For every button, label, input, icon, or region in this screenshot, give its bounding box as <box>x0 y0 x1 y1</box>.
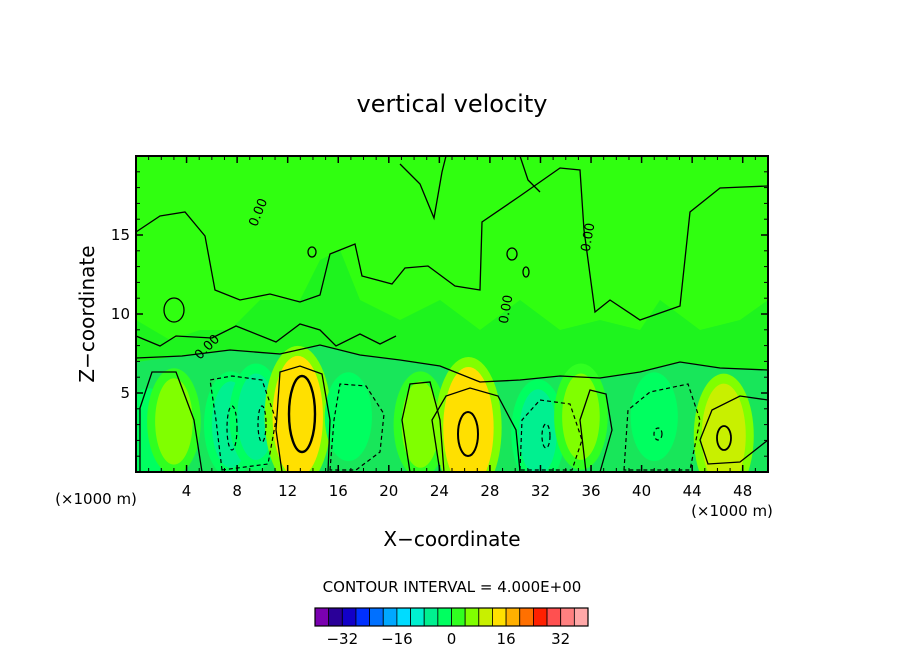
negative-contour <box>653 427 663 441</box>
contour-label: 0.00 <box>579 222 599 253</box>
x-tick-label: 8 <box>232 482 242 500</box>
field-cell <box>443 366 494 472</box>
legend-swatch <box>396 607 411 627</box>
contour-line <box>136 167 768 321</box>
x-tick-label: 28 <box>480 482 499 500</box>
x-tick-label: 16 <box>329 482 348 500</box>
legend-swatch <box>437 607 452 627</box>
x-tick-label: 4 <box>182 482 192 500</box>
legend-swatch <box>451 607 466 627</box>
legend-tick-label: 0 <box>447 630 457 648</box>
negative-contour <box>541 423 551 449</box>
legend-frame <box>314 607 589 627</box>
legend-swatch <box>410 607 425 627</box>
plot-area <box>136 156 768 472</box>
contour-line <box>307 246 317 258</box>
x-tick-label: 36 <box>581 482 600 500</box>
legend-tick-label: −16 <box>381 630 413 648</box>
x-axis-label: X−coordinate <box>383 527 520 551</box>
contour-line <box>431 387 521 472</box>
legend-tick-label: 16 <box>497 630 516 648</box>
legend-swatch <box>546 607 562 627</box>
legend-swatch <box>573 607 589 627</box>
x-tick-label: 44 <box>683 482 702 500</box>
negative-contour <box>257 405 267 443</box>
contour-line <box>136 323 397 347</box>
negative-contour <box>226 405 238 451</box>
x-axis: 4 8 12 16 20 24 28 32 36 40 44 48 <box>148 156 756 500</box>
y-tick-label: 10 <box>111 305 130 323</box>
y-tick-label: 15 <box>111 226 130 244</box>
contour-label: 0.00 <box>497 294 517 325</box>
contour-line <box>506 247 518 261</box>
field-cell <box>519 389 557 472</box>
negative-contour <box>329 383 385 471</box>
contour-line <box>163 297 185 323</box>
x-tick-label: 32 <box>531 482 550 500</box>
legend-swatch <box>369 607 384 627</box>
legend-swatch <box>560 607 575 627</box>
chart-title: vertical velocity <box>357 90 548 118</box>
upper-layer <box>136 156 768 340</box>
y-tick-label: 5 <box>120 384 130 402</box>
contour-line <box>401 381 445 472</box>
contour-lines <box>136 156 768 472</box>
legend-swatch <box>355 607 371 627</box>
contour-line <box>699 395 768 465</box>
contour-line <box>579 389 613 472</box>
legend-swatch <box>492 607 507 627</box>
x-tick-label: 40 <box>632 482 651 500</box>
x-units-left: (×1000 m) <box>55 490 137 508</box>
color-legend: −32 −16 0 16 32 <box>314 607 589 648</box>
x-units-right: (×1000 m) <box>691 502 773 520</box>
legend-swatch <box>478 607 493 627</box>
contour-interval-text: CONTOUR INTERVAL = 4.000E+00 <box>323 578 582 596</box>
field-cell <box>701 383 746 472</box>
contour-line <box>457 411 479 457</box>
contour-line <box>287 374 317 454</box>
legend-tick-label: −32 <box>326 630 358 648</box>
negative-contour <box>209 375 277 471</box>
x-tick-label: 48 <box>733 482 752 500</box>
negative-contour <box>623 383 701 471</box>
x-tick-label: 20 <box>379 482 398 500</box>
contour-line <box>139 371 203 472</box>
legend-swatch <box>533 607 548 627</box>
contour-line <box>716 425 732 451</box>
field-cell <box>332 382 364 452</box>
legend-swatch <box>505 607 521 627</box>
x-tick-label: 24 <box>430 482 449 500</box>
negative-contours <box>209 375 701 471</box>
legend-swatch <box>519 607 534 627</box>
field-cell <box>237 373 275 460</box>
field-cell <box>401 381 440 468</box>
contour-line <box>519 156 541 193</box>
y-axis-label: Z−coordinate <box>75 245 99 382</box>
contour-line <box>136 344 768 383</box>
legend-tick-label: 32 <box>551 630 570 648</box>
legend-swatch <box>382 607 398 627</box>
legend-swatch <box>423 607 439 627</box>
contour-line <box>399 156 447 221</box>
legend-swatch <box>464 607 480 627</box>
y-axis: 5 10 15 <box>111 171 768 457</box>
contour-line <box>522 266 530 278</box>
legend-swatch <box>328 607 343 627</box>
legend-swatch <box>314 607 330 627</box>
x-tick-label: 12 <box>278 482 297 500</box>
contour-line <box>275 365 331 472</box>
field-cell <box>638 382 670 452</box>
field-cell <box>155 378 193 465</box>
negative-contour <box>519 399 583 471</box>
legend-swatch <box>341 607 357 627</box>
